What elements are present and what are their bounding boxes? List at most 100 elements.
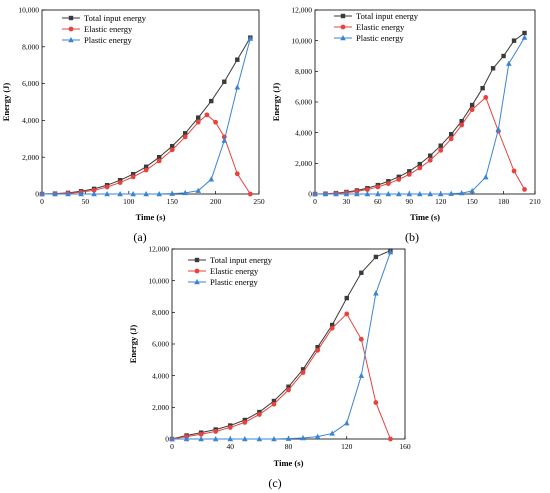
plastic-energy-point xyxy=(169,190,175,196)
elastic-energy-point xyxy=(364,187,370,192)
panel-b-x-tick-label: 180 xyxy=(498,197,510,206)
panel-a-label: (a) xyxy=(133,230,146,244)
panel-c-label: (c) xyxy=(268,476,281,490)
panel-b-label: (b) xyxy=(405,230,419,244)
total-input-energy-point xyxy=(130,171,136,177)
legend-label-total-input-energy: Total input energy xyxy=(356,11,419,21)
panel-a-x-tick-label: 0 xyxy=(40,197,44,206)
elastic-energy-point xyxy=(169,147,175,153)
panel-c-y-axis-title: Energy (J) xyxy=(128,325,138,364)
elastic-energy-point xyxy=(242,419,248,425)
plastic-energy-point xyxy=(458,190,465,196)
plastic-energy-point xyxy=(182,189,189,196)
total-input-energy-point xyxy=(448,132,454,137)
total-input-energy-point xyxy=(501,53,506,59)
panel-c-y-tick-label: 2,000 xyxy=(152,403,169,412)
legend-label-plastic-energy: Plastic energy xyxy=(356,33,405,43)
elastic-energy-point xyxy=(522,187,527,192)
plastic-energy-point xyxy=(364,191,371,197)
panel-a: 0 50 100 150 200 250 0 2,000 4,000 6,000 8,000 10,0… xyxy=(1,6,265,244)
panel-c-x-tick-label: 40 xyxy=(227,442,235,451)
elastic-energy-point xyxy=(329,325,335,331)
elastic-energy-point xyxy=(204,112,210,118)
plastic-energy-point xyxy=(212,436,219,442)
panel-b-y-tick-label: 0 xyxy=(308,190,312,199)
plastic-energy-point xyxy=(130,191,136,197)
plastic-energy-line xyxy=(172,251,391,440)
panel-b-x-tick-label: 30 xyxy=(343,197,351,206)
total-input-energy-point xyxy=(407,169,412,174)
plastic-energy-point xyxy=(156,191,162,197)
plastic-energy-point xyxy=(285,435,292,441)
panel-c-y-tick-label: 0 xyxy=(165,435,169,444)
total-input-energy-point xyxy=(183,131,188,136)
elastic-energy-line xyxy=(314,96,525,195)
panel-a-y-tick-label: 10,000 xyxy=(18,6,39,15)
panel-c-y-tick-label: 10,000 xyxy=(148,276,169,285)
total-input-energy-point xyxy=(344,295,349,301)
panel-c-series-plastic-energy xyxy=(169,249,394,442)
plastic-energy-point xyxy=(227,436,234,442)
plastic-energy-point xyxy=(169,436,175,442)
plastic-energy-point xyxy=(358,372,365,378)
plastic-energy-point xyxy=(208,176,215,182)
plastic-energy-point xyxy=(39,191,45,197)
panel-c-y-tick-label: 8,000 xyxy=(152,308,169,317)
elastic-energy-point xyxy=(143,167,149,173)
plastic-energy-point xyxy=(271,436,277,442)
panel-b-x-tick-label: 150 xyxy=(467,197,479,206)
elastic-energy-point xyxy=(256,412,262,417)
total-input-energy-point xyxy=(490,66,496,71)
plastic-energy-point xyxy=(406,191,413,197)
plastic-energy-point xyxy=(469,187,475,194)
legend-marker-elastic-energy xyxy=(194,268,200,274)
panel-c: 0 40 80 120 160 0 2,000 4,000 6,000 8,000 10,000 12… xyxy=(128,245,411,490)
total-input-energy-point xyxy=(428,153,433,158)
plastic-energy-line xyxy=(315,37,525,195)
panel-b-series-total-input-energy xyxy=(312,30,527,197)
panel-a-x-tick-label: 150 xyxy=(167,197,179,206)
elastic-energy-point xyxy=(483,95,489,100)
panel-b-y-axis-title: Energy (J) xyxy=(271,83,281,122)
plastic-energy-point xyxy=(314,433,321,439)
legend-marker-total-input-energy xyxy=(194,257,200,263)
plastic-energy-point xyxy=(387,249,394,255)
total-input-energy-point xyxy=(373,254,379,260)
total-input-energy-point xyxy=(170,143,175,149)
elastic-energy-point xyxy=(156,158,162,164)
legend-label-elastic-energy: Elastic energy xyxy=(210,266,259,276)
panel-b-y-tick-label: 12,000 xyxy=(291,6,312,15)
panel-b: 0 30 60 90 120 150 180 210 0 2,000 4,000 6,000 8,000… xyxy=(271,6,541,244)
total-input-energy-point xyxy=(417,161,422,167)
plastic-energy-point xyxy=(329,430,335,436)
panel-b-y-tick-label: 10,000 xyxy=(291,36,312,45)
elastic-energy-point xyxy=(417,165,423,171)
plastic-energy-point xyxy=(242,436,248,442)
panel-b-y-tick-label: 8,000 xyxy=(295,67,312,76)
panel-b-x-tick-label: 60 xyxy=(374,197,382,206)
plastic-energy-point xyxy=(375,191,381,197)
plastic-energy-point xyxy=(322,191,329,197)
panel-c-x-tick-label: 160 xyxy=(399,442,411,451)
total-input-energy-point xyxy=(469,102,475,108)
total-input-energy-point xyxy=(359,270,364,275)
elastic-energy-point xyxy=(227,425,233,430)
panel-b-y-tick-label: 2,000 xyxy=(295,159,312,168)
elastic-energy-point xyxy=(195,119,201,125)
legend-marker-total-input-energy xyxy=(340,13,346,19)
legend-label-elastic-energy: Elastic energy xyxy=(84,24,133,34)
panel-c-x-tick-label: 120 xyxy=(341,442,353,451)
panel-c-x-tick-label: 0 xyxy=(170,442,174,451)
elastic-energy-point xyxy=(182,134,188,140)
plastic-energy-point xyxy=(448,190,454,196)
panel-c-plot-frame xyxy=(171,248,406,440)
plastic-energy-point xyxy=(437,191,444,197)
total-input-energy-point xyxy=(235,57,240,62)
total-input-energy-point xyxy=(459,118,464,124)
plastic-energy-point xyxy=(343,191,350,197)
total-input-energy-point xyxy=(300,367,306,372)
legend-label-plastic-energy: Plastic energy xyxy=(84,35,133,45)
